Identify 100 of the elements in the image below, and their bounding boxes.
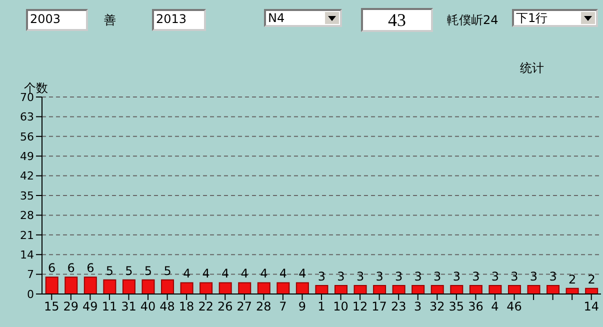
data-label: 3	[491, 270, 500, 284]
x-tick-label: 29	[63, 300, 79, 314]
bar	[527, 285, 540, 294]
x-tick-label: 3	[414, 300, 422, 314]
bar	[488, 285, 502, 294]
bar	[122, 279, 136, 294]
x-tick-label: 46	[506, 300, 522, 314]
bar	[103, 279, 116, 294]
bar	[508, 285, 521, 294]
y-tick-label: 28	[20, 209, 34, 222]
data-label: 6	[48, 261, 56, 276]
y-tick-label: 7	[27, 268, 34, 282]
x-tick-label: 18	[178, 300, 194, 314]
x-tick-label: 11	[102, 300, 118, 314]
bar	[450, 285, 464, 294]
data-label: 2	[568, 272, 576, 286]
data-label: 4	[260, 266, 268, 281]
data-label: 4	[202, 266, 210, 281]
y-tick-label: 14	[20, 248, 34, 262]
data-label: 5	[125, 264, 133, 278]
bar	[161, 279, 174, 294]
bar	[373, 285, 386, 294]
data-label: 3	[510, 270, 518, 284]
x-tick-label: 31	[121, 300, 136, 314]
data-label: 3	[530, 270, 538, 284]
x-tick-label: 32	[430, 300, 445, 314]
data-label: 3	[549, 270, 557, 284]
data-label: 4	[222, 266, 230, 281]
bar	[84, 276, 97, 294]
x-tick-label: 14	[584, 300, 600, 314]
data-label: 2	[588, 272, 596, 286]
bar	[200, 282, 213, 294]
text: 43	[361, 8, 433, 32]
x-tick-label: 36	[468, 300, 484, 314]
y-tick-label: 35	[20, 189, 34, 202]
data-label: 4	[182, 266, 191, 281]
x-tick-label: 12	[352, 300, 368, 314]
data-label: 6	[67, 261, 75, 276]
x-tick-label: 7	[279, 300, 287, 314]
bar	[296, 282, 309, 294]
x-tick-label: 22	[198, 300, 214, 314]
bar	[238, 282, 252, 294]
data-label: 3	[452, 270, 460, 284]
data-label: 5	[144, 264, 152, 278]
text: 2003	[26, 9, 88, 31]
y-tick-label: 42	[20, 170, 34, 183]
bar	[392, 285, 406, 294]
bar	[218, 282, 232, 294]
x-tick-label: 15	[44, 300, 60, 314]
text: N4	[264, 9, 342, 27]
x-tick-label: 1	[318, 300, 326, 314]
x-tick-label: 26	[217, 300, 233, 314]
data-label: 4	[279, 266, 287, 281]
data-label: 3	[395, 270, 403, 284]
data-label: 4	[240, 266, 248, 281]
x-tick-label: 48	[160, 300, 175, 314]
data-label: 3	[337, 270, 345, 284]
bar	[546, 285, 560, 294]
data-label: 3	[414, 270, 422, 284]
text: 善	[104, 12, 116, 29]
data-label: 5	[106, 264, 114, 278]
y-tick-label: 49	[20, 150, 34, 164]
bar	[566, 288, 579, 294]
x-tick-label: 10	[333, 300, 348, 314]
data-label: 5	[164, 264, 172, 278]
x-tick-label: 17	[372, 300, 387, 314]
bar	[354, 285, 367, 294]
bar	[412, 285, 425, 294]
bar	[585, 288, 598, 294]
y-tick-label: 56	[20, 130, 34, 144]
x-tick-label: 40	[140, 300, 156, 314]
y-tick-label: 63	[20, 110, 34, 124]
x-tick-label: 9	[298, 300, 306, 314]
bar	[257, 282, 270, 294]
bar	[430, 285, 444, 294]
chart-title: 统计	[520, 60, 544, 77]
x-tick-label: 27	[236, 300, 252, 314]
y-tick-label: 70	[20, 90, 34, 104]
data-label: 3	[356, 270, 364, 284]
x-tick-label: 4	[491, 300, 499, 314]
bar	[64, 276, 78, 294]
text: 2013	[152, 9, 206, 31]
data-label: 3	[318, 270, 326, 284]
x-tick-label: 35	[448, 300, 464, 314]
bar	[334, 285, 348, 294]
data-label: 3	[376, 270, 384, 284]
bar	[469, 285, 482, 294]
bar	[45, 276, 58, 294]
text: 軞僕岓24	[447, 12, 498, 29]
x-tick-label: 49	[82, 300, 98, 314]
bar	[315, 285, 328, 294]
bar	[276, 282, 290, 294]
data-label: 6	[86, 261, 94, 276]
bar	[142, 279, 155, 294]
y-tick-label: 0	[27, 288, 34, 301]
x-tick-label: 23	[390, 300, 406, 314]
data-label: 3	[472, 270, 480, 284]
data-label: 3	[434, 270, 442, 284]
y-tick-label: 21	[20, 228, 34, 242]
text: 下1行	[512, 9, 598, 27]
